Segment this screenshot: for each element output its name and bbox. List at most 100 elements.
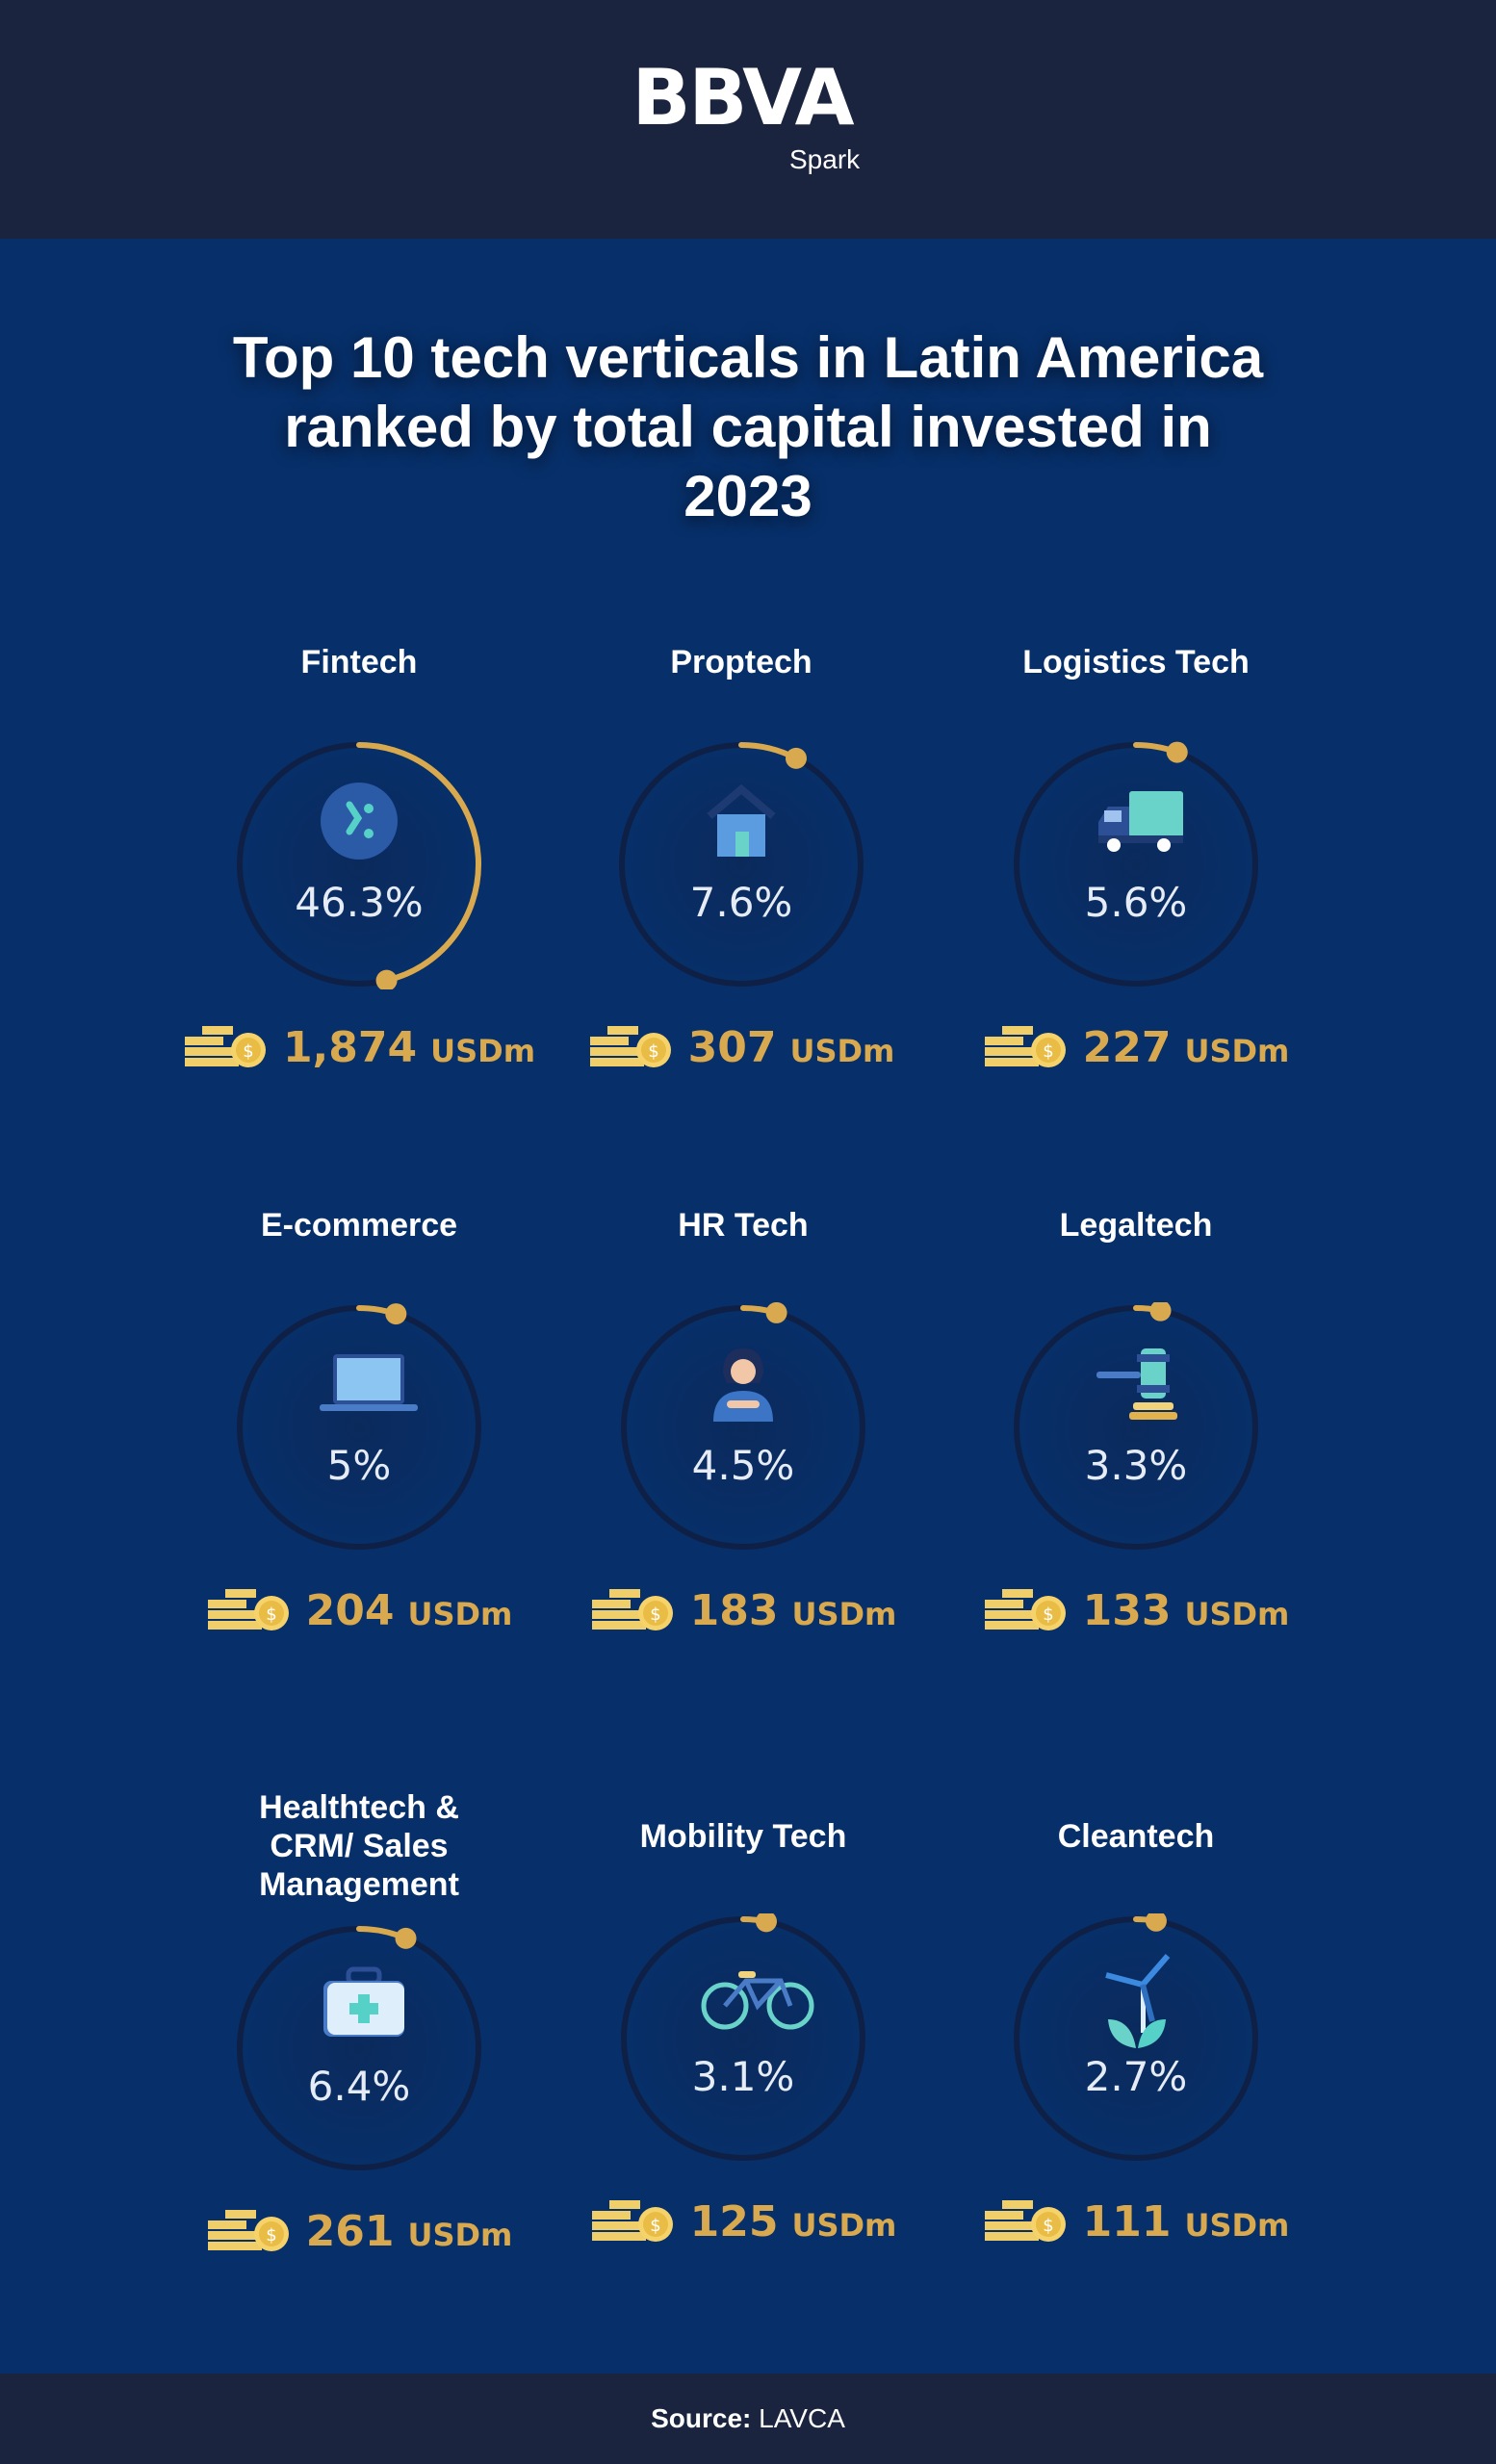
- share-arc: [1014, 742, 1258, 987]
- coins-icon: $: [588, 1021, 675, 1074]
- share-percent: 6.4%: [307, 2063, 411, 2110]
- amount-unit: USDm: [1184, 1596, 1290, 1632]
- svg-text:$: $: [650, 1604, 660, 1625]
- vertical-name: Healthtech & CRM/ Sales Management: [259, 1789, 459, 1903]
- amount-unit: USDm: [1184, 1033, 1290, 1069]
- arc-end-dot: [395, 1927, 417, 1949]
- arc-end-dot: [756, 1913, 777, 1933]
- header: BBVA Spark: [0, 0, 1496, 239]
- coins-icon: $: [183, 1021, 270, 1074]
- main-content: Top 10 tech verticals in Latin America r…: [0, 239, 1496, 2374]
- amount-row: $307 USDm: [549, 1018, 934, 1076]
- share-percent: 5.6%: [1084, 879, 1188, 926]
- amount-value: 1,874: [282, 1022, 418, 1072]
- share-ring: 46.3%: [234, 739, 484, 989]
- amount-unit: USDm: [789, 1033, 895, 1069]
- share-ring: 3.3%: [1011, 1302, 1261, 1553]
- amount-row: $125 USDm: [551, 2193, 936, 2250]
- amount-row: $1,874 USDm: [167, 1018, 552, 1076]
- amount-value: 111: [1082, 2196, 1172, 2246]
- vertical-name: Legaltech: [1059, 1207, 1213, 1244]
- amount-unit: USDm: [407, 2217, 513, 2253]
- coins-icon: $: [983, 1584, 1070, 1637]
- share-ring: 5.6%: [1011, 739, 1261, 989]
- vertical-card: Proptech 7.6% $307 USDm: [549, 643, 934, 1086]
- logo-subtitle: Spark: [789, 144, 861, 174]
- bbva-spark-logo: BBVA Spark: [626, 60, 876, 185]
- share-arc: [619, 742, 864, 987]
- share-percent: 7.6%: [689, 879, 793, 926]
- share-arc: [1014, 1305, 1258, 1550]
- vertical-name: Logistics Tech: [1022, 644, 1250, 680]
- svg-text:$: $: [243, 1041, 253, 1062]
- coins-icon: $: [206, 1584, 293, 1637]
- vertical-card: Legaltech 3.3% $133 USDm: [943, 1206, 1328, 1649]
- amount-value: 261: [305, 2206, 395, 2256]
- vertical-name: Fintech: [300, 644, 418, 680]
- wind-turbine-plant-icon: [1093, 1952, 1179, 2048]
- arc-end-dot: [765, 1302, 787, 1323]
- amount-row: $133 USDm: [943, 1581, 1328, 1639]
- share-ring: 6.4%: [234, 1923, 484, 2173]
- svg-text:$: $: [1043, 2216, 1053, 2236]
- amount-unit: USDm: [430, 1033, 536, 1069]
- share-arc: [621, 1916, 865, 2161]
- amount-unit: USDm: [791, 2207, 897, 2244]
- vertical-name: E-commerce: [260, 1207, 458, 1244]
- vertical-card: HR Tech 4.5% $183 USDm: [551, 1206, 936, 1649]
- share-percent: 5%: [326, 1442, 392, 1489]
- vertical-name: Proptech: [670, 644, 812, 680]
- source-label: Source:: [651, 2403, 752, 2433]
- arc-end-dot: [375, 969, 398, 989]
- coins-icon: $: [590, 2195, 677, 2248]
- vertical-card: Healthtech & CRM/ Sales Management 6.4% $2…: [167, 1788, 552, 2256]
- svg-text:$: $: [266, 2225, 276, 2246]
- amount-row: $227 USDm: [943, 1018, 1328, 1076]
- fintech-percent-icon: [316, 778, 402, 864]
- vertical-card: Cleantech 2.7% $111 USDm: [943, 1817, 1328, 2260]
- gavel-icon: [1093, 1341, 1179, 1427]
- share-arc: [237, 1305, 481, 1550]
- share-ring: 2.7%: [1011, 1913, 1261, 2164]
- share-arc: [237, 1926, 481, 2170]
- vertical-card: Logistics Tech 5.6% $227 USDm: [943, 643, 1328, 1086]
- vertical-name: Mobility Tech: [639, 1818, 847, 1855]
- bicycle-icon: [700, 1952, 814, 2039]
- amount-row: $111 USDm: [943, 2193, 1328, 2250]
- svg-text:$: $: [650, 2216, 660, 2236]
- amount-unit: USDm: [1184, 2207, 1290, 2244]
- amount-value: 133: [1082, 1585, 1172, 1635]
- svg-text:$: $: [1043, 1604, 1053, 1625]
- share-arc: [621, 1305, 865, 1550]
- amount-value: 204: [305, 1585, 395, 1635]
- house-icon: [698, 778, 785, 864]
- arc-end-dot: [785, 747, 807, 769]
- arc-end-dot: [1145, 1913, 1167, 1932]
- person-icon: [700, 1341, 787, 1427]
- first-aid-kit-icon: [316, 1962, 404, 2048]
- laptop-icon: [316, 1341, 418, 1427]
- svg-text:$: $: [266, 1604, 276, 1625]
- svg-text:$: $: [1043, 1041, 1053, 1062]
- amount-value: 125: [689, 2196, 779, 2246]
- arc-end-dot: [1149, 1302, 1172, 1322]
- coins-icon: $: [983, 1021, 1070, 1074]
- svg-text:$: $: [648, 1041, 658, 1062]
- coins-icon: $: [983, 2195, 1070, 2248]
- share-percent: 2.7%: [1084, 2053, 1188, 2100]
- arc-end-dot: [1166, 741, 1188, 763]
- amount-row: $183 USDm: [551, 1581, 936, 1639]
- amount-value: 227: [1082, 1022, 1172, 1072]
- footer: Source: LAVCA: [0, 2374, 1496, 2464]
- source-value: LAVCA: [759, 2403, 845, 2433]
- amount-unit: USDm: [791, 1596, 897, 1632]
- vertical-name: Cleantech: [1057, 1818, 1215, 1855]
- share-percent: 3.3%: [1084, 1442, 1188, 1489]
- logo-wordmark: BBVA: [632, 53, 854, 142]
- share-ring: 3.1%: [618, 1913, 868, 2164]
- share-arc: [1014, 1916, 1258, 2161]
- amount-unit: USDm: [407, 1596, 513, 1632]
- share-ring: 5%: [234, 1302, 484, 1553]
- share-percent: 3.1%: [691, 2053, 795, 2100]
- amount-value: 307: [687, 1022, 777, 1072]
